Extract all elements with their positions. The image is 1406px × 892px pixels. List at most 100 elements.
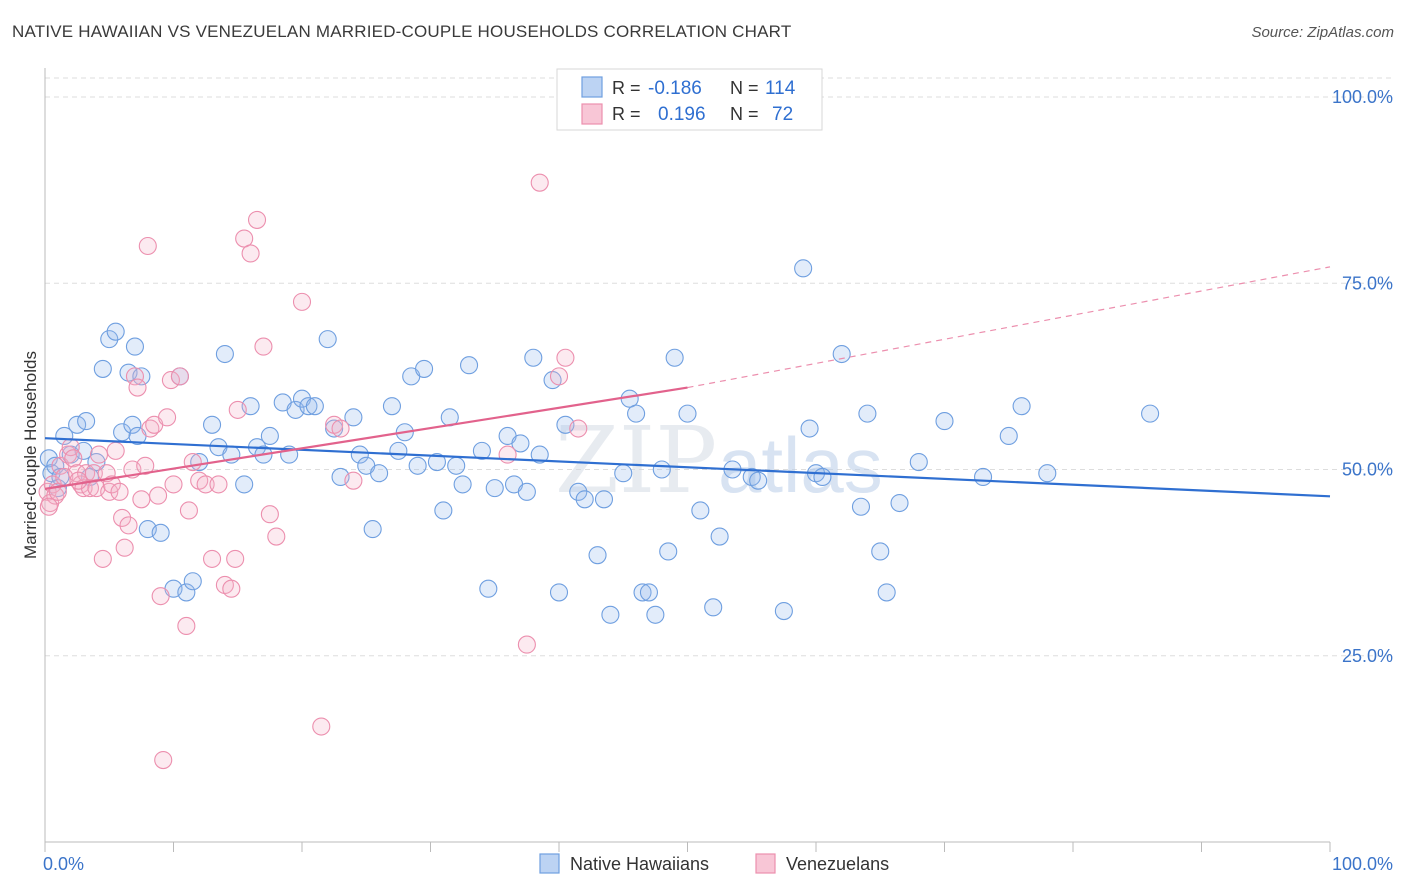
native-hawaiian-point — [485, 479, 504, 498]
native-hawaiian-point — [472, 441, 491, 460]
native-hawaiian-point — [652, 460, 671, 479]
native-hawaiian-point — [627, 404, 646, 423]
trend-lines — [44, 266, 1331, 498]
venezuelan-point — [64, 449, 83, 468]
native-hawaiian-trend-line — [44, 437, 1331, 498]
venezuelan-point — [102, 475, 121, 494]
native-hawaiian-point — [813, 467, 832, 487]
native-hawaiian-point — [453, 475, 472, 494]
native-hawaiian-point — [382, 397, 402, 416]
venezuelan-point — [93, 549, 112, 568]
native-hawaiian-point — [601, 605, 620, 624]
venezuelan-point — [247, 210, 267, 229]
y-tick-label: 75.0% — [1342, 273, 1393, 293]
venezuelan-point — [132, 490, 151, 509]
venezuelan-point — [312, 717, 331, 736]
native-hawaiian-point — [299, 397, 318, 416]
venezuelan-point — [498, 445, 517, 464]
native-hawaiian-point — [530, 445, 549, 464]
tick-labels: 25.0% 50.0% 75.0% 100.0% 0.0% 100.0% — [43, 87, 1393, 874]
venezuelan-point — [151, 587, 170, 606]
venezuelan-point — [226, 549, 245, 568]
venezuelan-point — [179, 501, 198, 520]
native-hawaiian-point — [427, 452, 446, 472]
native-hawaiian-point — [614, 464, 633, 483]
points-layer — [38, 173, 1160, 770]
venezuelan-point — [149, 486, 168, 505]
native-hawaiian-point — [909, 452, 928, 472]
native-hawaiian-point — [408, 456, 427, 475]
venezuelan-point — [267, 527, 286, 546]
native-hawaiian-point — [1038, 464, 1057, 483]
venezuelan-point — [115, 538, 134, 557]
top-legend: R = -0.186 N = 114 R = 0.196 N = 72 — [556, 68, 823, 131]
native-hawaiian-point — [447, 456, 466, 475]
native-hawaiian-point — [100, 330, 119, 349]
native-hawaiian-point — [87, 452, 106, 472]
venezuelan-point — [292, 292, 312, 311]
native-hawaiian-point — [794, 259, 813, 278]
venezuelan-point — [556, 348, 575, 367]
native-hawaiian-point — [511, 434, 530, 453]
venezuelan-point — [569, 419, 588, 438]
native-hawaiian-point — [858, 404, 877, 423]
y-tick-label: 25.0% — [1342, 646, 1393, 666]
native-hawaiian-point — [890, 493, 909, 513]
venezuelan-point — [39, 497, 58, 516]
venezuelan-point — [170, 367, 189, 386]
native-hawaiian-point — [832, 344, 851, 364]
bottom-legend-label-blue: Native Hawaiians — [570, 854, 709, 874]
native-hawaiian-point — [215, 344, 234, 364]
native-hawaiian-point — [106, 322, 125, 341]
venezuelan-point — [100, 482, 119, 501]
venezuelan-point — [158, 408, 177, 427]
native-hawaiian-point — [549, 583, 569, 602]
venezuelan-trend-extension — [687, 266, 1331, 389]
legend-n-value-1: 114 — [765, 78, 796, 99]
native-hawaiian-point — [363, 520, 382, 539]
native-hawaiian-point — [125, 337, 144, 356]
legend-r-value-1: -0.186 — [648, 78, 702, 99]
venezuelan-point — [128, 378, 147, 397]
native-hawaiian-point — [575, 490, 594, 509]
native-hawaiian-point — [459, 356, 479, 375]
native-hawaiian-point — [704, 598, 723, 617]
venezuelan-point — [183, 452, 202, 472]
watermark-atlas: atlas — [718, 421, 883, 509]
venezuelan-point — [209, 475, 228, 494]
venezuelan-point — [517, 635, 536, 654]
native-hawaiian-point — [151, 523, 170, 542]
venezuelan-point — [113, 508, 132, 527]
venezuelan-point — [154, 750, 173, 770]
venezuelan-point — [228, 400, 247, 419]
venezuelan-point — [89, 445, 109, 464]
legend-r-value-2: 0.196 — [658, 104, 706, 125]
venezuelan-point — [196, 475, 215, 494]
native-hawaiian-point — [639, 583, 659, 602]
native-hawaiian-point — [594, 490, 614, 509]
native-hawaiian-point — [318, 330, 337, 349]
legend-swatch-pink — [581, 103, 603, 125]
native-hawaiian-point — [123, 415, 142, 434]
venezuelan-point — [138, 236, 157, 256]
venezuelan-point — [235, 229, 254, 248]
native-hawaiian-point — [800, 419, 819, 438]
bottom-legend-swatch-pink — [755, 853, 776, 874]
bottom-legend: Native Hawaiians Venezuelans — [539, 853, 889, 874]
venezuelan-point — [331, 419, 350, 438]
venezuelan-point — [125, 367, 144, 386]
native-hawaiian-point — [588, 546, 607, 565]
venezuelan-point — [549, 367, 569, 386]
native-hawaiian-point — [183, 572, 202, 591]
native-hawaiian-point — [203, 415, 222, 434]
legend-r-label-1: R = — [612, 78, 641, 98]
venezuelan-point — [69, 471, 88, 490]
native-hawaiian-point — [77, 412, 96, 431]
native-hawaiian-point — [305, 397, 324, 416]
native-hawaiian-point — [235, 475, 254, 494]
native-hawaiian-point — [633, 583, 652, 602]
legend-n-label-2: N = — [730, 104, 759, 124]
native-hawaiian-point — [569, 482, 588, 501]
native-hawaiian-point — [93, 359, 112, 378]
native-hawaiian-point — [871, 542, 890, 561]
